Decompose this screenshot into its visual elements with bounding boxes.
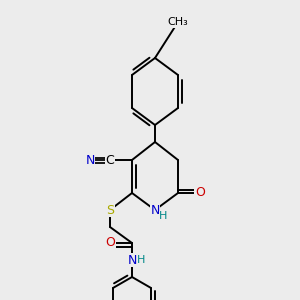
Text: C: C <box>106 154 114 166</box>
Text: N: N <box>127 254 137 266</box>
Text: N: N <box>150 203 160 217</box>
Text: CH₃: CH₃ <box>168 17 188 27</box>
Text: O: O <box>105 236 115 250</box>
Text: H: H <box>137 255 145 265</box>
Text: O: O <box>195 187 205 200</box>
Text: S: S <box>106 203 114 217</box>
Text: H: H <box>159 211 167 221</box>
Text: N: N <box>85 154 95 166</box>
